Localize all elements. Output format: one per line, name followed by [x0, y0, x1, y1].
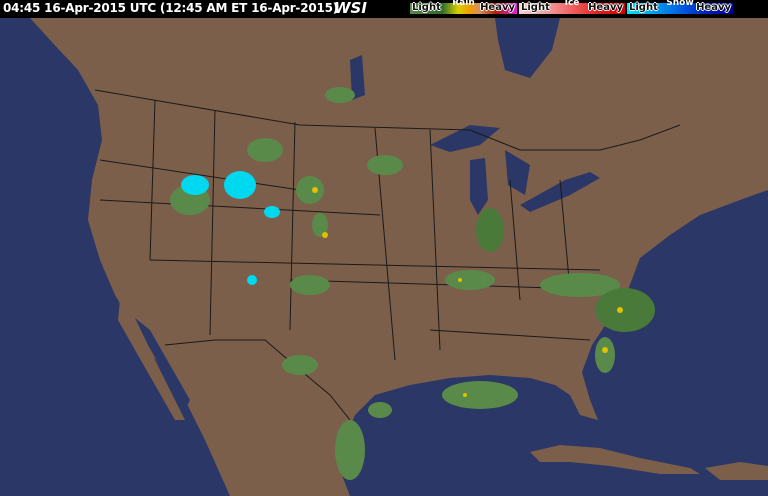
legend-snow-heavy: Heavy	[696, 2, 731, 13]
cuba	[530, 445, 700, 474]
gulf-of-california	[135, 318, 190, 410]
lake-winnipeg	[350, 55, 365, 100]
lake-michigan	[470, 158, 488, 215]
legend-ice-name: Ice	[564, 0, 580, 8]
hispaniola	[705, 462, 768, 480]
us-canada-border	[94, 89, 681, 151]
legend-snow: Snow Light Heavy	[627, 0, 733, 14]
precipitation-echoes	[170, 87, 655, 480]
legend-ice: Ice Light Heavy	[519, 0, 625, 14]
header-bar: 04:45 16-Apr-2015 UTC (12:45 AM ET 16-Ap…	[0, 0, 768, 18]
us-mexico-border	[164, 339, 351, 421]
legend-ice-heavy: Heavy	[588, 2, 623, 13]
legend-rain-name: Rain	[452, 0, 475, 8]
legend-ice-light: Light	[521, 2, 550, 13]
timestamp-title: 04:45 16-Apr-2015 UTC (12:45 AM ET 16-Ap…	[3, 1, 339, 15]
legend-rain-heavy: Heavy	[480, 2, 515, 13]
hudson-bay	[495, 18, 560, 78]
lake-erie-ontario	[520, 172, 600, 212]
legend-rain-light: Light	[412, 2, 441, 13]
lake-huron	[505, 150, 530, 195]
north-america-land	[0, 18, 768, 496]
legend-rain: Rain Light Heavy	[410, 0, 517, 14]
wsi-logo: WSI	[334, 0, 367, 17]
legend-snow-light: Light	[629, 2, 658, 13]
baja-california	[118, 300, 185, 420]
legend-snow-name: Snow	[666, 0, 694, 8]
lake-superior	[430, 125, 500, 152]
